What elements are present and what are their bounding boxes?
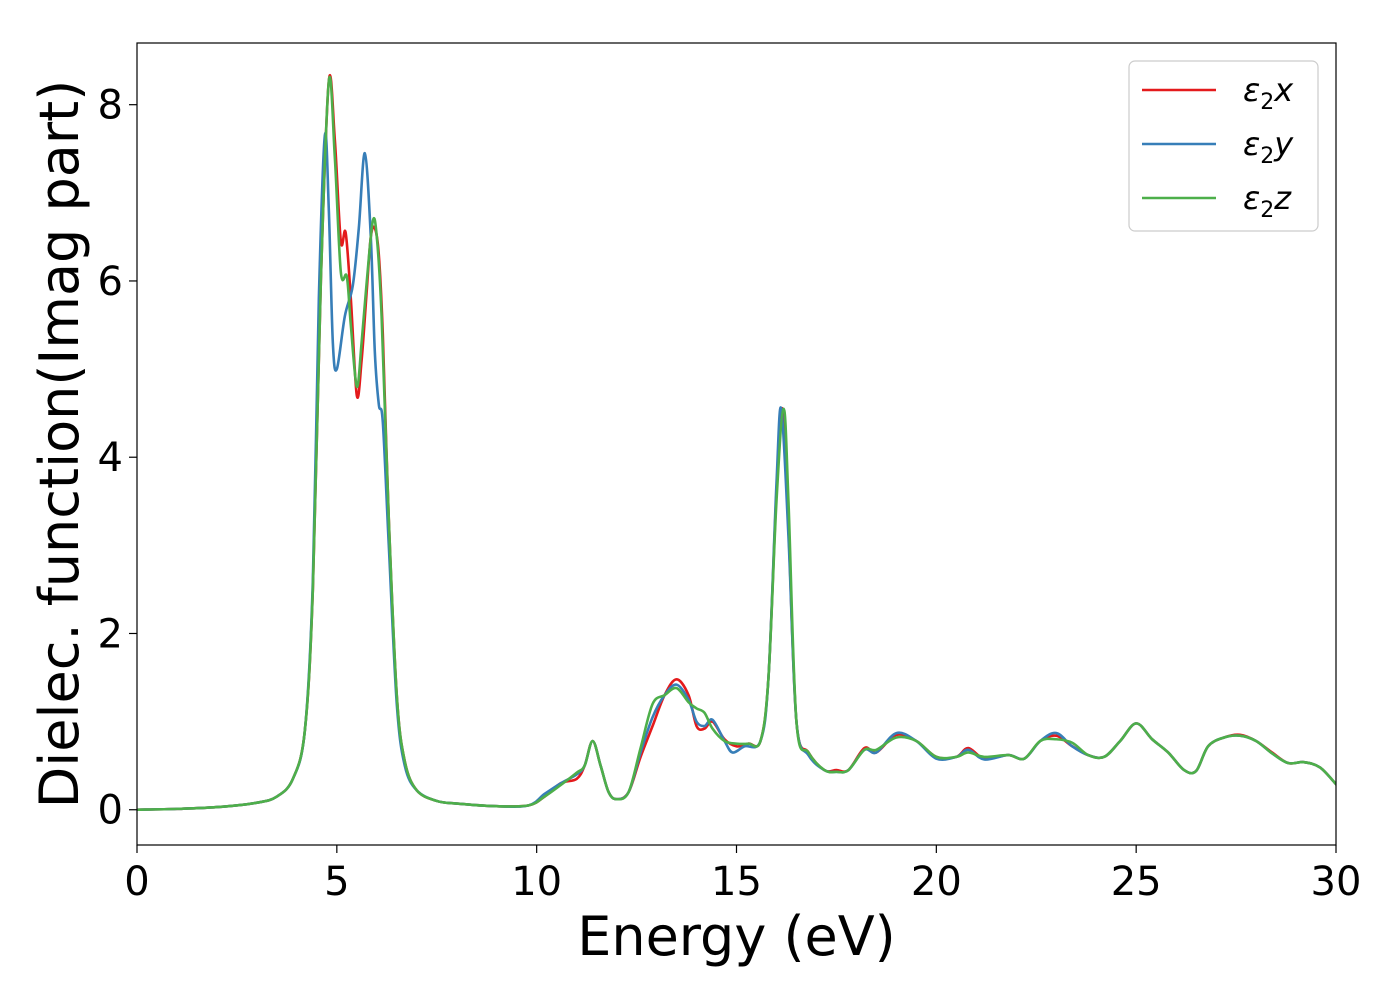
series-layer [137, 73, 1336, 812]
legend-label-axis: y [1273, 125, 1294, 163]
legend-label-symbol: ε [1243, 71, 1260, 109]
y-tick-label: 2 [98, 611, 123, 657]
legend-label-subscript: 2 [1260, 90, 1274, 115]
x-tick-label: 25 [1111, 859, 1162, 905]
legend-box [1128, 60, 1319, 232]
legend-label-subscript: 2 [1260, 144, 1274, 169]
legend-label-symbol: ε [1243, 179, 1260, 217]
x-tick-label: 20 [911, 859, 962, 905]
y-axis-ticks: 0 2 4 6 8 [98, 83, 137, 834]
x-axis-title: Energy (eV) [577, 905, 896, 968]
y-tick-label: 8 [98, 83, 123, 129]
legend-label-axis: z [1273, 179, 1292, 217]
x-tick-label: 5 [324, 859, 349, 905]
y-tick-label: 4 [98, 435, 123, 481]
legend-label-subscript: 2 [1260, 198, 1274, 223]
legend-label-symbol: ε [1243, 125, 1260, 163]
legend-label-z: ε2z [1243, 179, 1292, 223]
x-tick-label: 0 [124, 859, 149, 905]
x-tick-label: 10 [511, 859, 562, 905]
legend-label-axis: x [1273, 71, 1294, 109]
y-tick-label: 6 [98, 259, 123, 305]
series-line-z [137, 76, 1336, 812]
y-axis-title: Dielec. function(Imag part) [28, 80, 91, 809]
legend-label-y: ε2y [1243, 125, 1294, 169]
x-tick-label: 15 [711, 859, 762, 905]
y-tick-label: 0 [98, 788, 123, 834]
x-axis-ticks: 0 5 10 15 20 25 30 [124, 845, 1361, 905]
legend-label-x: ε2x [1243, 71, 1294, 115]
x-tick-label: 30 [1311, 859, 1362, 905]
